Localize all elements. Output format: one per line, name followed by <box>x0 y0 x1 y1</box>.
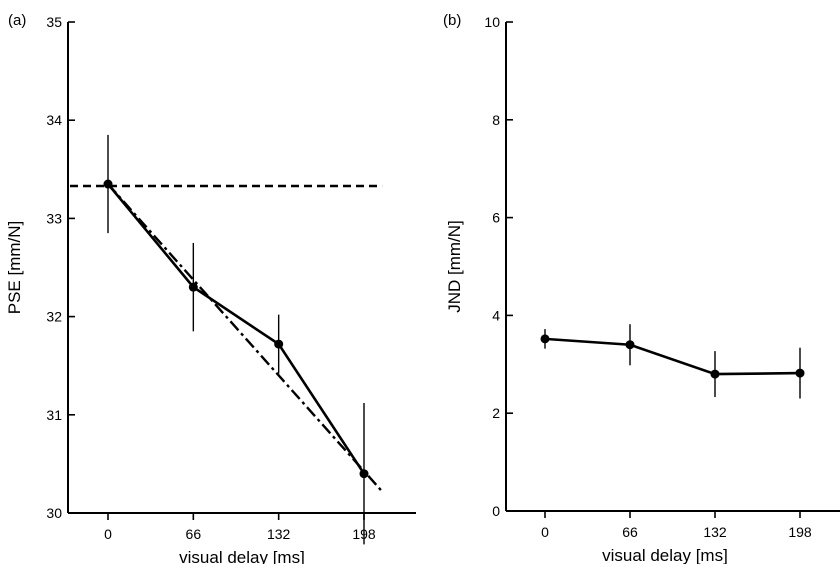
panel-a-x-tick-label: 132 <box>267 526 291 542</box>
panel-a-y-tick-label: 34 <box>46 112 62 128</box>
panel-a-y-tick-label: 31 <box>46 407 62 423</box>
panel-b-y-tick-label: 10 <box>484 14 500 30</box>
panel-b-y-axis-label: JND [mm/N] <box>445 220 464 313</box>
panel-b-series-line <box>544 337 801 376</box>
panel-a-y-tick-label: 30 <box>46 505 62 521</box>
panel-b-x-tick-label: 132 <box>703 524 727 540</box>
panel-a-x-axis-label: visual delay [ms] <box>179 548 305 564</box>
panel-b-panel-label: (b) <box>443 12 461 29</box>
panel-a-panel-label: (a) <box>8 12 26 29</box>
panel-b-data-point <box>540 334 550 344</box>
panel-b-x-tick-label: 0 <box>541 524 549 540</box>
panel-a-y-tick-label: 35 <box>46 14 62 30</box>
panel-a-y-tick-label: 32 <box>46 309 62 325</box>
panel-b-data-point <box>625 340 635 350</box>
panel-b-x-tick-label: 66 <box>622 524 638 540</box>
panel-b-x-axis-label: visual delay [ms] <box>602 546 728 564</box>
panel-a-y-tick-label: 33 <box>46 210 62 226</box>
panel-b-y-tick-label: 2 <box>492 405 500 421</box>
panel-b-data-point <box>795 368 805 378</box>
panel-a-data-point <box>274 339 284 349</box>
panel-a-x-tick-label: 66 <box>186 526 202 542</box>
panel-b-y-tick-label: 0 <box>492 503 500 519</box>
panel-b-y-tick-label: 4 <box>492 307 500 323</box>
panel-a-data-point <box>103 179 113 189</box>
panel-a-y-axis-label: PSE [mm/N] <box>5 221 24 315</box>
panel-b-y-tick-label: 6 <box>492 210 500 226</box>
panel-a-data-point <box>188 282 198 292</box>
panel-a-dash-dot-regression-line <box>107 183 383 493</box>
panel-b-y-tick-label: 8 <box>492 112 500 128</box>
panel-a-x-tick-label: 0 <box>104 526 112 542</box>
panel-a-data-point <box>359 469 369 479</box>
panel-a-series-line <box>106 183 366 475</box>
panel-b-x-tick-label: 198 <box>788 524 812 540</box>
panel-b-data-point <box>710 369 720 379</box>
